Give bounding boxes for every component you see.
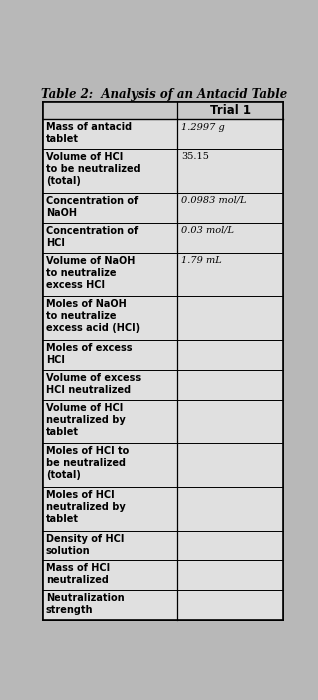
Text: Table 2:  Analysis of an Antacid Table: Table 2: Analysis of an Antacid Table [41,88,287,101]
Bar [43,531,283,561]
Bar [43,102,283,120]
Bar [43,193,283,223]
Bar [43,340,283,370]
Bar [43,149,283,193]
Text: Volume of HCl
neutralized by
tablet: Volume of HCl neutralized by tablet [46,402,126,437]
Text: Neutralization
strength: Neutralization strength [46,594,125,615]
Text: Concentration of
NaOH: Concentration of NaOH [46,196,138,218]
Bar [43,253,283,296]
Text: 1.2997 g: 1.2997 g [181,122,225,132]
Bar [43,400,283,443]
Text: 0.0983 mol/L: 0.0983 mol/L [181,196,246,205]
Text: Density of HCl
solution: Density of HCl solution [46,533,124,556]
Bar [43,296,283,340]
Text: Volume of excess
HCl neutralized: Volume of excess HCl neutralized [46,373,141,395]
Text: Mass of antacid
tablet: Mass of antacid tablet [46,122,132,144]
Bar [43,370,283,400]
Text: Moles of HCl
neutralized by
tablet: Moles of HCl neutralized by tablet [46,490,126,524]
Text: Moles of HCl to
be neutralized
(total): Moles of HCl to be neutralized (total) [46,447,129,480]
Text: 1.79 mL: 1.79 mL [181,256,222,265]
Bar [43,590,283,620]
Bar [43,120,283,149]
Text: 35.15: 35.15 [181,153,209,162]
Text: Moles of excess
HCl: Moles of excess HCl [46,343,133,365]
Bar [43,487,283,531]
Bar [43,561,283,590]
Text: Trial 1: Trial 1 [210,104,251,118]
Bar [43,223,283,253]
Text: Moles of NaOH
to neutralize
excess acid (HCl): Moles of NaOH to neutralize excess acid … [46,300,140,333]
Text: Volume of HCl
to be neutralized
(total): Volume of HCl to be neutralized (total) [46,153,141,186]
Text: Volume of NaOH
to neutralize
excess HCl: Volume of NaOH to neutralize excess HCl [46,256,135,290]
Text: Concentration of
HCl: Concentration of HCl [46,226,138,248]
Bar [43,443,283,487]
Text: 0.03 mol/L: 0.03 mol/L [181,226,234,235]
Text: Mass of HCl
neutralized: Mass of HCl neutralized [46,564,110,585]
